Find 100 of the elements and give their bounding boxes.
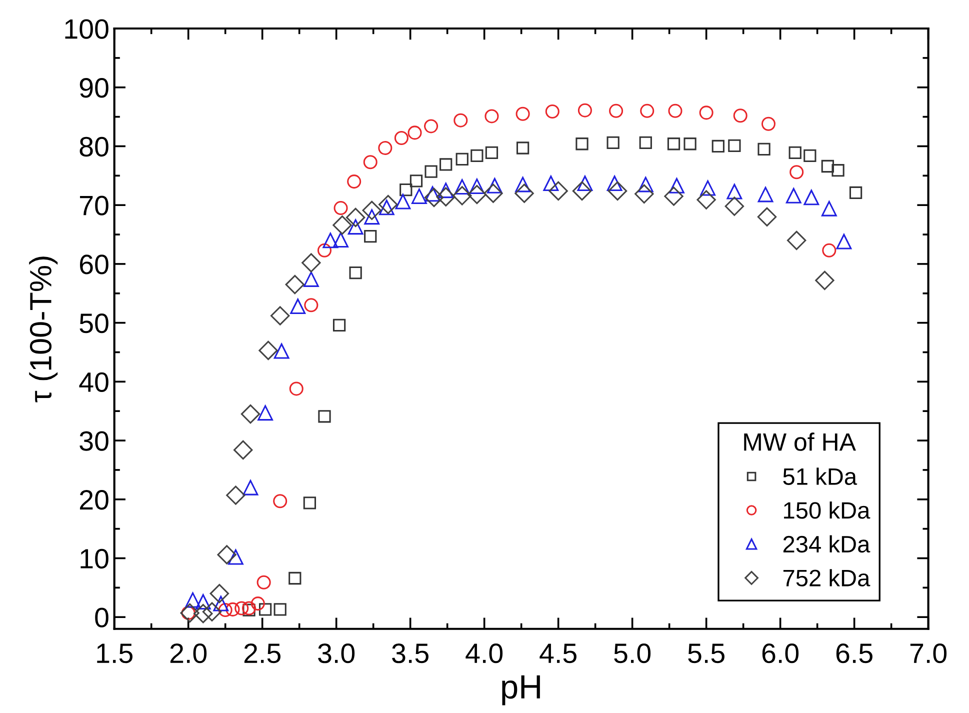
point xyxy=(516,106,530,121)
point xyxy=(332,318,346,332)
point xyxy=(378,194,398,214)
point xyxy=(274,343,290,359)
legend-label: 150 kDa xyxy=(784,501,870,519)
y-tick-label: 10 xyxy=(80,548,108,569)
point xyxy=(684,138,696,150)
x-tick-label: 4.0 xyxy=(466,643,503,664)
legend-label: 51 kDa xyxy=(783,468,858,485)
point xyxy=(484,184,503,203)
point xyxy=(210,584,230,604)
point xyxy=(333,232,348,248)
point xyxy=(667,138,680,150)
x-tick-label: 2.0 xyxy=(170,643,207,664)
point xyxy=(469,178,485,194)
point xyxy=(669,178,684,194)
y-tick-label: 100 xyxy=(65,19,108,39)
point xyxy=(302,253,321,272)
point xyxy=(289,382,304,396)
point xyxy=(217,545,236,564)
point xyxy=(548,181,568,201)
point xyxy=(700,180,716,196)
point xyxy=(484,109,499,124)
point xyxy=(712,140,724,153)
point xyxy=(256,575,271,590)
point xyxy=(470,149,484,162)
point xyxy=(757,207,777,226)
point xyxy=(640,104,654,118)
point xyxy=(185,592,200,608)
point xyxy=(452,186,472,206)
point xyxy=(514,184,534,203)
x-tick-label: 5.5 xyxy=(688,644,724,664)
y-tick-label: 30 xyxy=(80,431,108,451)
point xyxy=(545,104,560,119)
point xyxy=(608,181,628,201)
point xyxy=(758,186,774,202)
point xyxy=(274,603,286,616)
point xyxy=(180,603,200,623)
point xyxy=(576,138,588,150)
point xyxy=(668,104,682,118)
point xyxy=(270,306,290,326)
point xyxy=(304,298,318,312)
point xyxy=(606,136,620,150)
point xyxy=(822,243,836,258)
point xyxy=(821,200,837,216)
point xyxy=(436,187,456,206)
point xyxy=(815,270,834,290)
point xyxy=(242,604,256,616)
point xyxy=(290,298,306,314)
point xyxy=(634,184,654,204)
point xyxy=(456,152,468,166)
x-tick-label: 4.5 xyxy=(540,644,576,664)
point xyxy=(412,188,427,204)
point xyxy=(273,494,288,508)
point xyxy=(410,174,423,188)
legend-label: 234 kDa xyxy=(783,535,870,553)
point xyxy=(347,174,362,189)
point xyxy=(213,596,229,612)
x-tick-label: 7.0 xyxy=(910,643,947,664)
point xyxy=(303,496,316,510)
point xyxy=(363,155,378,170)
point xyxy=(394,130,408,146)
point xyxy=(346,208,366,228)
point xyxy=(664,186,684,206)
point xyxy=(424,165,438,178)
point xyxy=(332,216,352,235)
y-tick-label: 0 xyxy=(95,608,108,628)
point xyxy=(804,149,816,162)
x-tick-label: 3.5 xyxy=(392,643,428,664)
point xyxy=(303,272,319,287)
point xyxy=(696,190,716,210)
point xyxy=(788,146,802,160)
point xyxy=(258,603,272,616)
x-tick-label: 6.0 xyxy=(762,643,799,664)
y-tick-label: 50 xyxy=(80,313,108,334)
point xyxy=(395,194,411,210)
point xyxy=(424,119,438,134)
point xyxy=(233,440,253,460)
point xyxy=(728,139,741,152)
point xyxy=(836,234,852,250)
point xyxy=(258,340,278,360)
point xyxy=(790,165,804,180)
point xyxy=(202,602,222,622)
y-tick-label: 90 xyxy=(80,78,108,98)
point xyxy=(288,572,302,585)
point xyxy=(638,176,654,192)
point xyxy=(849,186,862,200)
x-tick-label: 1.5 xyxy=(97,644,132,664)
legend-label: 752 kDa xyxy=(783,569,870,586)
legend-title: MW of HA xyxy=(744,432,856,451)
point xyxy=(454,179,470,195)
point xyxy=(699,106,714,120)
point xyxy=(454,113,468,128)
point xyxy=(364,230,377,243)
point xyxy=(578,103,592,118)
point xyxy=(228,549,244,565)
point xyxy=(758,142,770,156)
y-tick-label: 70 xyxy=(80,196,108,216)
point xyxy=(572,181,592,201)
x-tick-label: 6.5 xyxy=(836,643,872,664)
